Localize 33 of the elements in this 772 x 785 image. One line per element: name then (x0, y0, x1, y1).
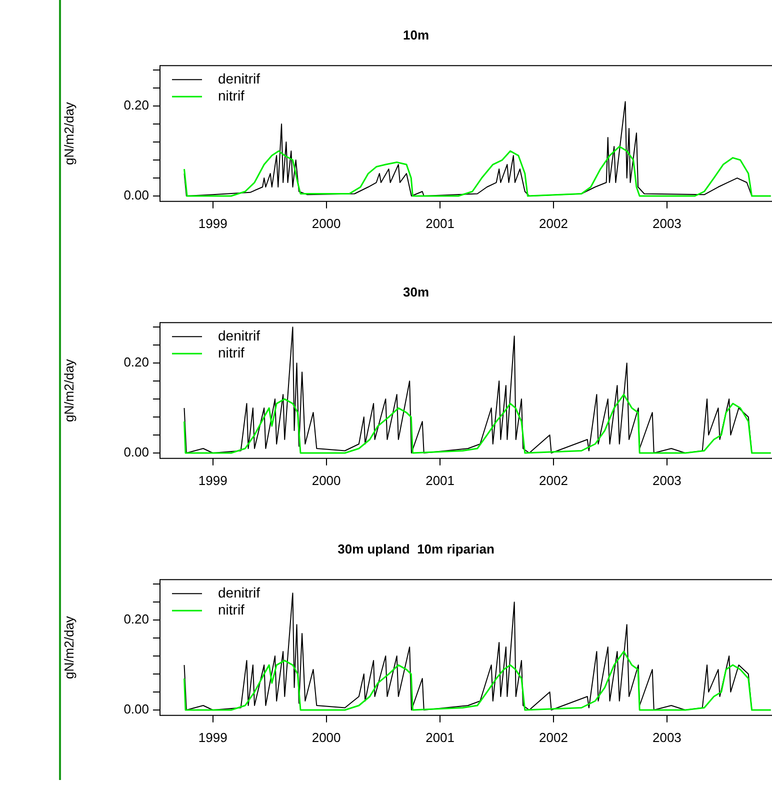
x-tick-label: 1999 (198, 730, 228, 745)
y-tick-label: 0.20 (124, 612, 149, 627)
x-tick-label: 2001 (426, 216, 455, 231)
y-tick-label: 0.20 (124, 98, 149, 113)
legend-label: nitrif (218, 344, 245, 360)
chart-title: 30m upland 10m riparian (338, 541, 494, 556)
chart-title: 30m (402, 284, 430, 300)
legend-label: denitrif (218, 327, 260, 344)
x-tick-label: 2000 (312, 730, 341, 745)
x-tick-label: 2003 (652, 730, 682, 745)
y-axis-title: gN/m2/day (61, 358, 76, 422)
x-tick-label: 2000 (312, 216, 341, 231)
legend-label: nitrif (218, 601, 245, 618)
x-tick-label: 2001 (426, 472, 455, 488)
y-axis-title: gN/m2/day (61, 102, 76, 165)
x-tick-label: 2003 (652, 472, 682, 488)
x-tick-label: 2002 (539, 730, 568, 745)
legend-label: denitrif (218, 584, 260, 600)
x-tick-label: 1999 (198, 472, 228, 488)
y-tick-label: 0.00 (124, 702, 149, 717)
x-tick-label: 2001 (426, 730, 455, 745)
x-tick-label: 2002 (539, 472, 568, 488)
x-tick-label: 2003 (652, 216, 682, 231)
legend-label: denitrif (218, 70, 260, 86)
y-tick-label: 0.00 (124, 444, 149, 460)
chart-title: 10m (402, 27, 430, 42)
x-tick-label: 2002 (539, 216, 568, 231)
y-tick-label: 0.00 (124, 188, 149, 203)
x-tick-label: 1999 (198, 216, 228, 231)
x-tick-label: 2000 (312, 472, 341, 488)
legend-label: nitrif (218, 87, 245, 104)
y-axis-title: gN/m2/day (61, 616, 76, 679)
y-tick-label: 0.20 (124, 354, 149, 370)
